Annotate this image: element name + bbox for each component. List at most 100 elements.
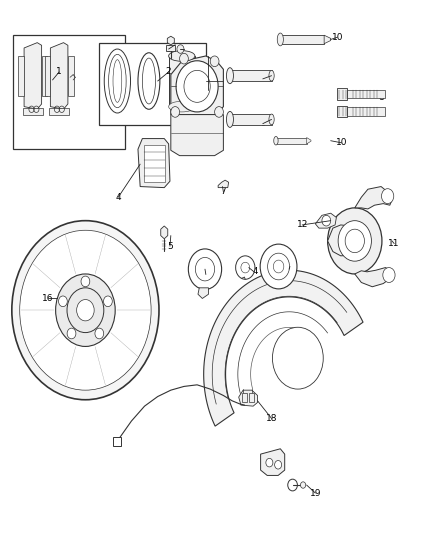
Circle shape — [273, 260, 284, 273]
Bar — [99, 43, 206, 125]
Bar — [276, 138, 307, 144]
Polygon shape — [218, 180, 229, 188]
Circle shape — [195, 257, 215, 281]
Bar — [337, 88, 347, 100]
Circle shape — [381, 189, 394, 204]
Polygon shape — [167, 36, 174, 45]
Ellipse shape — [269, 114, 274, 125]
Circle shape — [260, 244, 297, 289]
Text: 9: 9 — [260, 75, 266, 83]
Circle shape — [215, 107, 223, 117]
Polygon shape — [24, 43, 42, 109]
Circle shape — [103, 296, 112, 306]
Circle shape — [184, 70, 210, 102]
Circle shape — [236, 256, 255, 279]
Polygon shape — [355, 268, 392, 287]
Bar — [337, 106, 347, 117]
Ellipse shape — [138, 53, 160, 109]
Polygon shape — [328, 225, 355, 256]
Polygon shape — [144, 145, 165, 182]
Text: 10: 10 — [332, 33, 343, 42]
Circle shape — [77, 300, 94, 321]
Text: 16: 16 — [42, 294, 54, 303]
Ellipse shape — [113, 60, 122, 102]
Text: 8: 8 — [378, 93, 384, 101]
Circle shape — [56, 274, 115, 346]
Text: 19: 19 — [310, 489, 321, 497]
Circle shape — [177, 45, 184, 53]
Circle shape — [67, 328, 76, 339]
Circle shape — [345, 229, 364, 253]
Text: 12: 12 — [297, 221, 308, 229]
Bar — [230, 70, 272, 81]
Polygon shape — [161, 226, 168, 239]
Circle shape — [272, 327, 323, 389]
Text: 5: 5 — [167, 242, 173, 251]
Circle shape — [338, 221, 371, 261]
Text: 11: 11 — [389, 239, 400, 248]
Bar — [280, 35, 324, 44]
Bar — [166, 45, 175, 51]
Ellipse shape — [109, 54, 126, 108]
Circle shape — [12, 221, 159, 400]
Circle shape — [383, 268, 395, 282]
Text: 7: 7 — [220, 188, 226, 196]
Bar — [230, 114, 272, 125]
Bar — [242, 393, 247, 402]
Circle shape — [322, 215, 331, 226]
Polygon shape — [315, 213, 336, 228]
Text: 9: 9 — [260, 119, 266, 128]
Circle shape — [268, 253, 290, 280]
Ellipse shape — [169, 101, 195, 112]
Bar — [347, 90, 385, 99]
Circle shape — [180, 53, 188, 64]
Circle shape — [241, 262, 250, 273]
Circle shape — [288, 479, 297, 491]
Polygon shape — [204, 270, 363, 426]
Circle shape — [95, 328, 104, 339]
Ellipse shape — [277, 33, 283, 46]
Polygon shape — [42, 56, 47, 96]
Polygon shape — [198, 288, 208, 298]
Text: 18: 18 — [266, 414, 277, 423]
Circle shape — [300, 482, 306, 488]
Circle shape — [67, 288, 104, 333]
Circle shape — [266, 458, 273, 467]
Ellipse shape — [226, 68, 233, 84]
Circle shape — [275, 461, 282, 469]
Circle shape — [328, 208, 382, 274]
Text: 4: 4 — [116, 193, 121, 201]
Text: 6: 6 — [166, 45, 172, 53]
Ellipse shape — [142, 58, 155, 104]
Polygon shape — [23, 108, 43, 115]
Circle shape — [171, 107, 180, 117]
Text: 13: 13 — [283, 265, 295, 273]
Polygon shape — [68, 56, 74, 96]
Ellipse shape — [104, 49, 131, 113]
Polygon shape — [49, 108, 69, 115]
Polygon shape — [355, 187, 392, 209]
Text: 3: 3 — [205, 85, 211, 94]
Circle shape — [188, 249, 222, 289]
Bar — [169, 56, 195, 107]
Circle shape — [59, 296, 67, 306]
Polygon shape — [18, 56, 24, 96]
Ellipse shape — [226, 111, 233, 127]
Text: 1: 1 — [56, 68, 62, 76]
Polygon shape — [307, 138, 311, 144]
Polygon shape — [324, 35, 331, 44]
Bar — [249, 393, 254, 402]
Text: 14: 14 — [248, 268, 260, 276]
Ellipse shape — [269, 70, 274, 81]
Ellipse shape — [274, 136, 278, 145]
Polygon shape — [239, 390, 258, 406]
Circle shape — [81, 276, 90, 287]
Text: 15: 15 — [200, 270, 212, 279]
Polygon shape — [50, 43, 68, 109]
Text: 2: 2 — [166, 68, 171, 76]
Bar — [113, 437, 121, 446]
Polygon shape — [261, 449, 285, 475]
Ellipse shape — [169, 51, 195, 61]
Polygon shape — [171, 115, 223, 156]
Polygon shape — [45, 56, 50, 96]
